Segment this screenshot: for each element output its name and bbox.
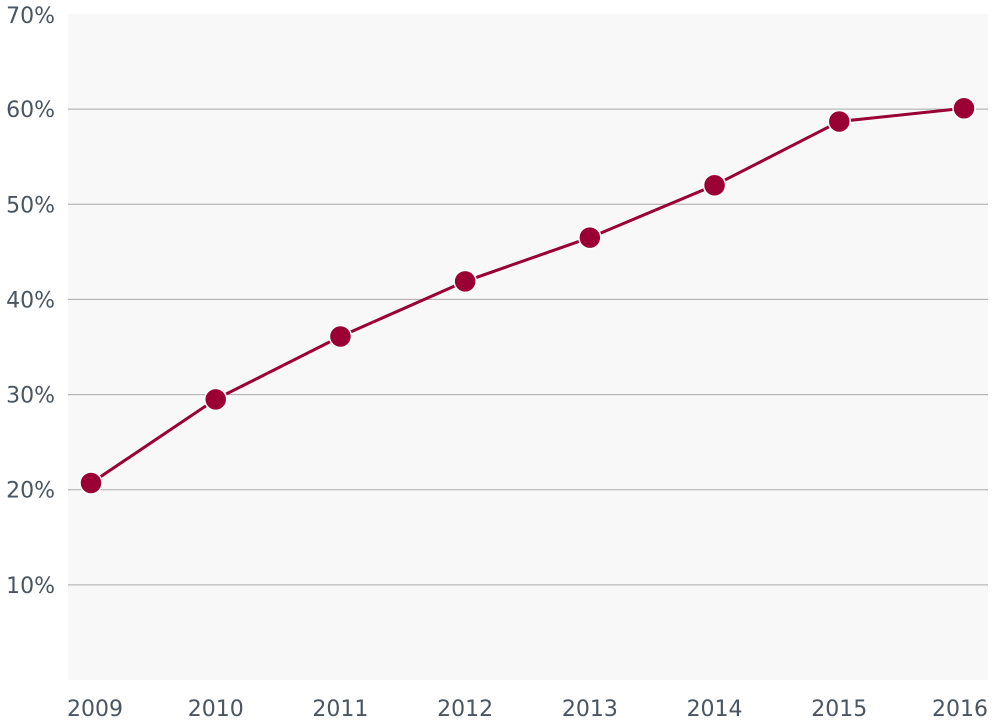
y-axis-tick-labels: 10% 20% 30% 40% 50% 60% 70%	[6, 4, 55, 599]
data-point	[702, 173, 727, 198]
x-tick-label: 2013	[562, 697, 618, 722]
data-point	[827, 109, 852, 134]
y-tick-label: 70%	[6, 4, 55, 29]
x-tick-label: 2014	[687, 697, 743, 722]
y-tick-label: 30%	[6, 384, 55, 409]
y-tick-label: 10%	[6, 574, 55, 599]
data-point	[203, 387, 228, 412]
x-tick-label: 2012	[437, 697, 493, 722]
x-tick-label: 2015	[811, 697, 867, 722]
x-tick-label: 2009	[67, 697, 123, 722]
y-tick-label: 50%	[6, 193, 55, 218]
data-point	[952, 96, 976, 120]
plot-area	[68, 14, 988, 680]
y-tick-label: 40%	[6, 288, 55, 313]
x-axis-tick-labels: 2009 2010 2011 2012 2013 2014 2015 2016	[67, 697, 988, 722]
series-line	[90, 106, 965, 485]
x-tick-label: 2016	[932, 697, 988, 722]
x-tick-label: 2010	[188, 697, 244, 722]
data-point	[578, 225, 602, 250]
data-point	[79, 471, 103, 495]
y-tick-label: 60%	[6, 98, 55, 123]
y-tick-label: 20%	[6, 479, 55, 504]
data-point	[453, 269, 477, 294]
data-point	[328, 324, 353, 349]
x-tick-label: 2011	[312, 697, 368, 722]
data-points	[79, 96, 976, 495]
